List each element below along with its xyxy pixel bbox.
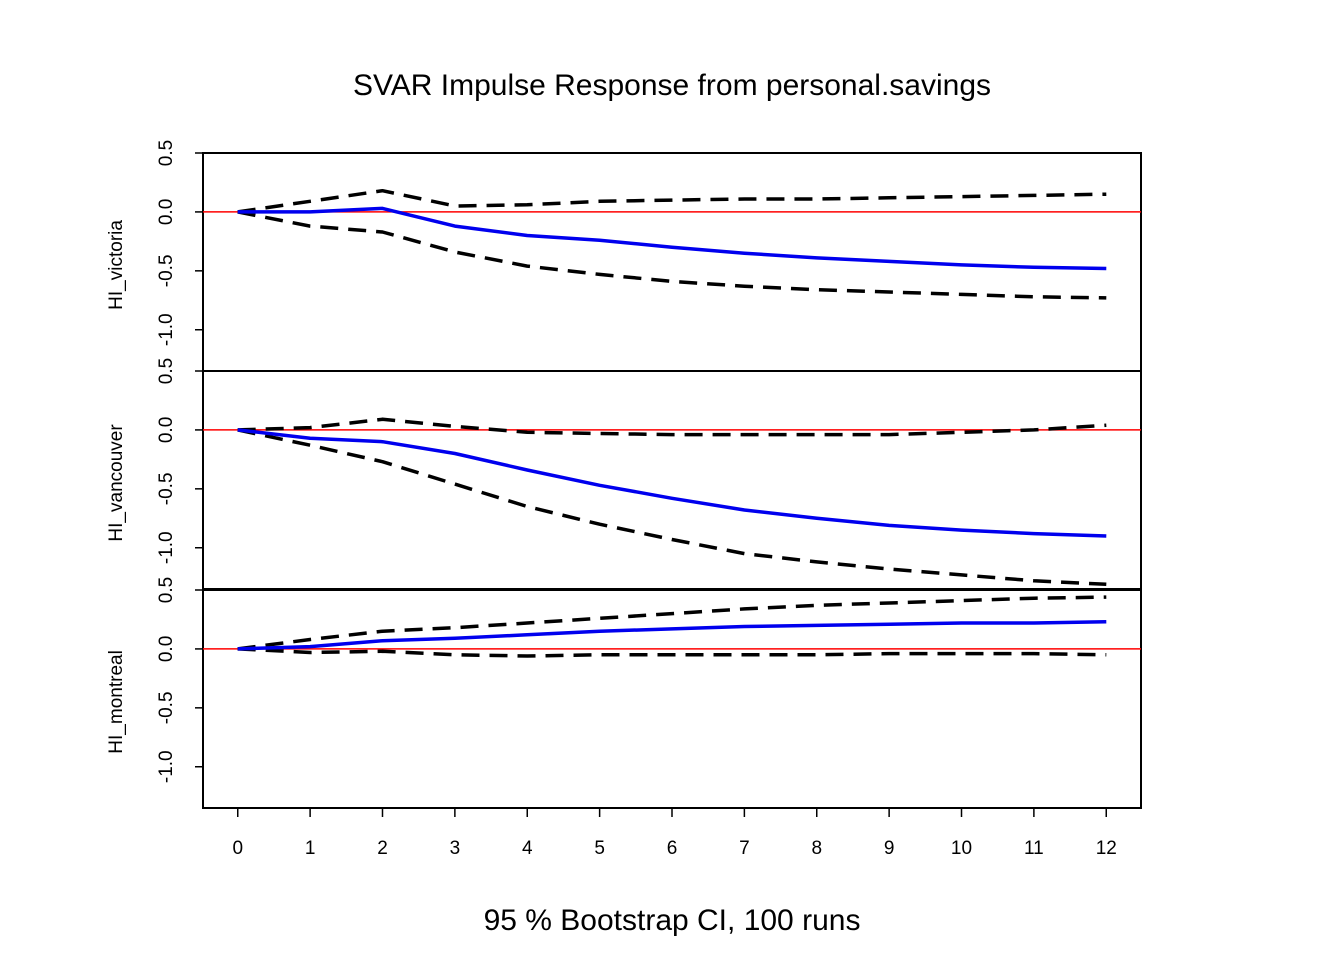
irf-line [237,206,1107,271]
y-axis-label: HI_vancouver [106,424,127,542]
panel-HI_vancouver: 0.5 0.0 -0.5 -1.0 HI_vancouver [106,358,1142,590]
panel-HI_victoria: 0.5 0.0 -0.5 -1.0 HI_victoria [106,140,1142,372]
panel-frame [202,152,1142,372]
x-axis: 0 1 2 3 4 5 6 7 8 9 10 11 12 [232,808,1117,859]
irf-line [237,620,1107,651]
x-tick-label: 10 [951,838,972,859]
irf-line [237,428,1107,538]
panel-plot-area [203,188,1141,300]
y-tick-label: 0.0 [156,199,177,225]
panel-frame [202,370,1142,590]
x-tick-label: 3 [450,838,461,859]
panel-plot-area [203,595,1141,658]
panels-group: 0.5 0.0 -0.5 -1.0 HI_victoria 0.5 0.0 -0.5 -1.0 H… [106,140,1142,809]
y-tick-label: -0.5 [156,254,177,287]
x-tick-label: 4 [522,838,533,859]
ci-upper-line [237,188,1107,214]
ci-lower-line [237,210,1107,300]
ci-upper-line [237,595,1107,651]
ci-lower-line [237,428,1107,587]
y-tick-label: 0.0 [156,417,177,443]
y-tick-label: 0.0 [156,636,177,662]
chart-subtitle: 95 % Bootstrap CI, 100 runs [484,904,861,937]
y-tick-label: -1.0 [156,750,177,783]
x-tick-label: 0 [232,838,243,859]
x-tick-label: 1 [305,838,316,859]
y-tick-label: -1.0 [156,313,177,346]
ci-upper-line [237,417,1107,437]
panel-plot-area [203,417,1141,587]
x-tick-label: 6 [667,838,678,859]
x-tick-label: 2 [377,838,388,859]
x-tick-label: 11 [1024,838,1044,859]
y-axis-label: HI_victoria [106,220,127,310]
x-tick-label: 12 [1096,838,1117,859]
x-tick-label: 8 [811,838,822,859]
x-tick-label: 9 [884,838,895,859]
x-tick-label: 7 [739,838,750,859]
y-tick-label: -0.5 [156,691,177,724]
panel-HI_montreal: 0.5 0.0 -0.5 -1.0 HI_montreal [106,577,1142,809]
y-tick-label: -1.0 [156,531,177,564]
y-tick-label: -0.5 [156,472,177,505]
y-tick-label: 0.5 [156,140,177,166]
y-tick-label: 0.5 [156,577,177,603]
x-tick-label: 5 [594,838,605,859]
y-tick-label: 0.5 [156,358,177,384]
y-axis-label: HI_montreal [106,650,127,754]
ci-lower-line [237,647,1107,658]
chart-title: SVAR Impulse Response from personal.savi… [353,69,991,102]
